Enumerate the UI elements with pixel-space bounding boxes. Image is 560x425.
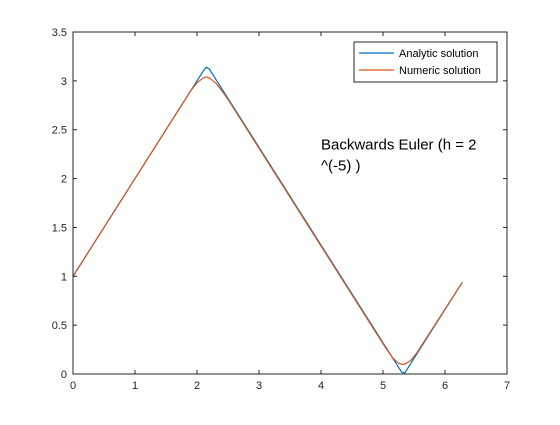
annotation-line: Backwards Euler (h = 2 [321, 136, 477, 153]
legend-label: Numeric solution [399, 65, 481, 77]
x-tick-label: 7 [504, 380, 510, 392]
x-tick-label: 2 [194, 380, 200, 392]
x-tick-label: 0 [70, 380, 76, 392]
x-tick-label: 6 [442, 380, 448, 392]
legend: Analytic solution Numeric solution [353, 41, 498, 83]
y-tick-label: 1 [61, 271, 67, 283]
y-tick-label: 3.5 [52, 27, 67, 39]
annotation: Backwards Euler (h = 2 ^(-5) ) [321, 136, 477, 174]
y-tick-label: 2.5 [52, 125, 67, 137]
y-tick-label: 3 [61, 76, 67, 88]
series-layer [72, 66, 463, 374]
axes-box [72, 31, 508, 375]
x-tick-label: 1 [132, 380, 138, 392]
y-tick-label: 2 [61, 174, 67, 186]
y-tick-label: 0 [61, 369, 67, 381]
x-tick-label: 5 [380, 380, 386, 392]
x-tick-label: 4 [318, 380, 324, 392]
series-line-2 [72, 76, 463, 365]
plot-area [73, 32, 507, 374]
x-tick-label: 3 [256, 380, 262, 392]
y-axis: 0 0.5 1 1.5 2 2.5 3 3.5 [52, 27, 507, 381]
y-tick-label: 0.5 [52, 320, 67, 332]
y-tick-label: 1.5 [52, 222, 67, 234]
legend-box [353, 41, 498, 83]
legend-label: Analytic solution [399, 48, 479, 60]
x-axis: 0 1 2 3 4 5 6 7 [70, 32, 510, 392]
annotation-line: ^(-5) ) [321, 157, 361, 174]
